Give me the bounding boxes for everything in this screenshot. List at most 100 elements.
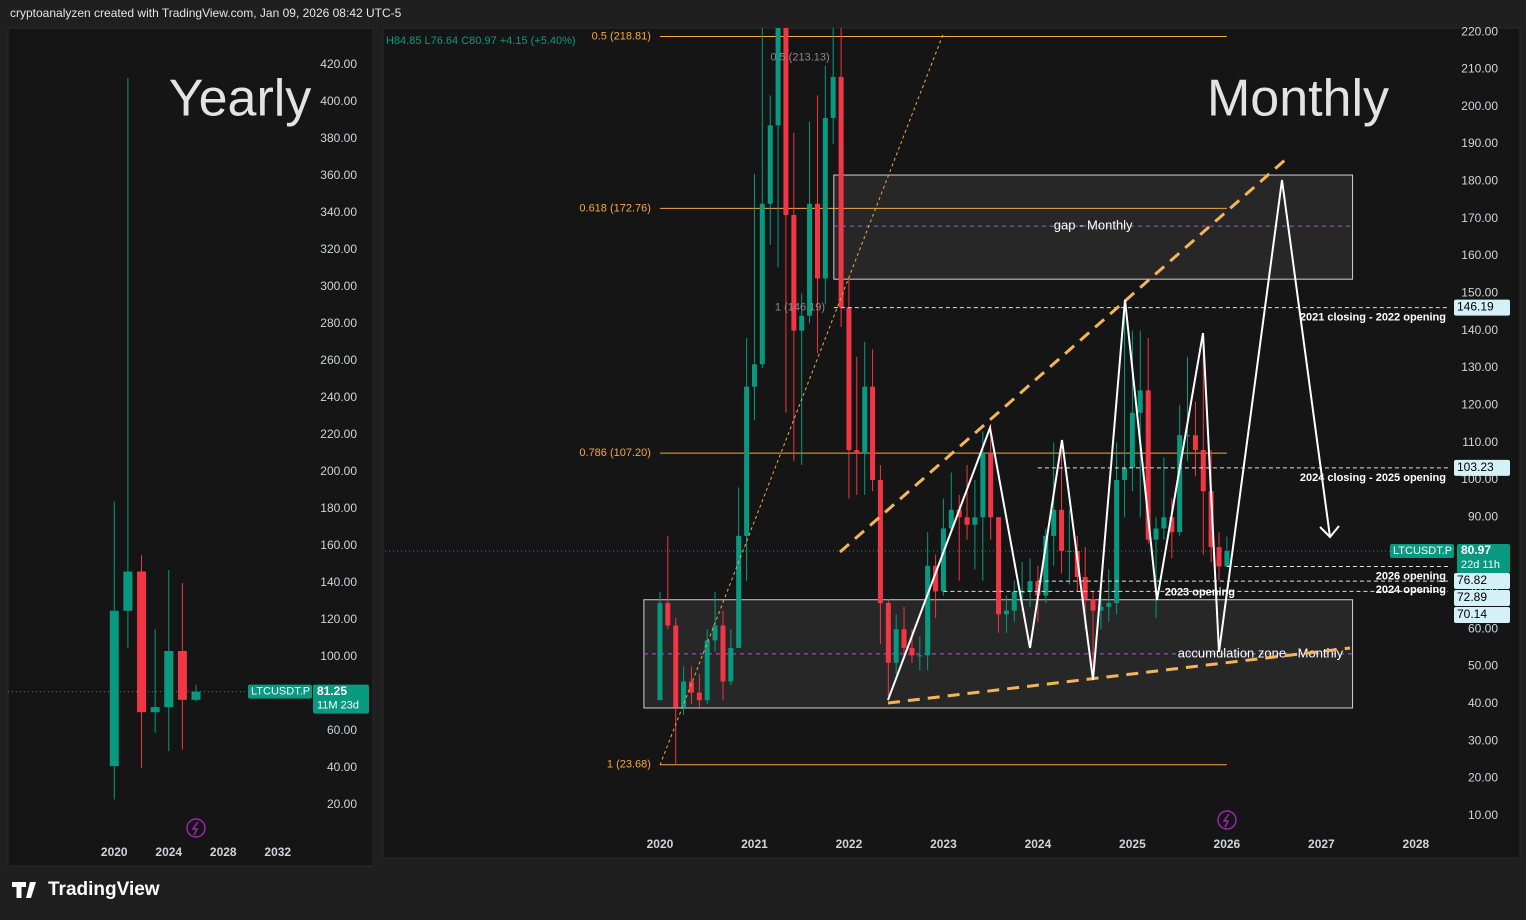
candle-body (696, 692, 702, 701)
candle-body (1161, 517, 1167, 529)
y-tick-label: 340.00 (320, 205, 357, 219)
candle-body (783, 28, 789, 215)
candle-body (877, 479, 883, 604)
candle-body (712, 625, 718, 641)
x-tick-label: 2024 (1025, 837, 1052, 851)
candle-body (901, 629, 907, 648)
candle-body (814, 203, 820, 279)
header: cryptoanalyzen created with TradingView.… (10, 6, 402, 20)
symbol-tag (248, 684, 312, 699)
zone-label: gap - Monthly (1054, 218, 1133, 233)
candle-body (744, 386, 750, 536)
ohlc-legend: H84.85 L76.64 C80.97 +4.15 (+5.40%) (386, 35, 576, 47)
y-tick-label: 20.00 (327, 797, 357, 811)
y-tick-label: 110.00 (1462, 435, 1498, 449)
event-icon (1217, 810, 1237, 830)
candle-body (996, 517, 1002, 615)
level-tag-value: 146.19 (1457, 300, 1494, 314)
candle-body (1019, 591, 1025, 593)
candle-body (1200, 450, 1206, 492)
level-tag-value: 103.23 (1457, 460, 1494, 474)
candle-body (822, 117, 828, 279)
candle-body (830, 76, 836, 118)
fib-label: 0.786 (107.20) (579, 447, 651, 459)
candle-body (1090, 599, 1096, 611)
y-tick-label: 180.00 (1461, 174, 1498, 188)
y-tick-label: 300.00 (320, 279, 357, 293)
symbol-tag-label: LTCUSDT.P (1393, 545, 1452, 557)
event-icon (186, 818, 206, 838)
candle-body (1129, 412, 1135, 468)
candle-body (1098, 606, 1104, 611)
price-tag-value: 81.25 (317, 684, 347, 698)
level-tag-value: 76.82 (1457, 573, 1487, 587)
y-tick-label: 160.00 (320, 538, 357, 552)
candle-body (846, 307, 852, 451)
x-tick-label: 2020 (101, 845, 128, 859)
candle-body (1216, 547, 1222, 567)
projection-path (887, 179, 1331, 701)
candle-body (972, 517, 978, 525)
candle-body (1082, 576, 1088, 600)
candle-body (775, 28, 781, 126)
candle-body (1208, 491, 1214, 548)
candle-body (1122, 467, 1128, 480)
x-tick-label: 2032 (264, 845, 291, 859)
candle-body (988, 453, 994, 518)
panel-background (382, 27, 1521, 859)
candle-body (137, 571, 147, 713)
charts: Yearly20.0040.0060.0080.00100.00120.0014… (7, 24, 1521, 867)
candle-body (1043, 535, 1049, 596)
candle-body (1051, 509, 1057, 536)
y-tick-label: 160.00 (1461, 248, 1498, 262)
countdown: 11M 23d (317, 700, 359, 712)
x-tick-label: 2027 (1308, 837, 1335, 851)
y-tick-label: 210.00 (1461, 62, 1498, 76)
x-tick-label: 2026 (1214, 837, 1241, 851)
chart-panel: Yearly20.0040.0060.0080.00100.00120.0014… (7, 27, 374, 867)
y-tick-label: 20.00 (1468, 771, 1498, 785)
y-tick-label: 100.00 (320, 649, 357, 663)
level-tag (1454, 572, 1510, 589)
candle-body (948, 509, 954, 529)
chart-title: Monthly (1207, 70, 1389, 128)
candle-body (150, 707, 160, 713)
y-tick-label: 60.00 (327, 723, 357, 737)
footer-brand: TradingView (48, 879, 160, 900)
candle-body (665, 603, 671, 626)
projection-arrow (1319, 525, 1340, 539)
y-tick-label: 280.00 (320, 316, 357, 330)
fib-trend-line (659, 31, 945, 766)
y-tick-label: 150.00 (1461, 286, 1498, 300)
candle-body (980, 453, 986, 518)
fib-label: 0.618 (172.76) (579, 202, 651, 214)
y-tick-label: 360.00 (320, 168, 357, 182)
candle-body (1224, 550, 1230, 567)
y-tick-label: 200.00 (320, 464, 357, 478)
candle-body (909, 647, 915, 656)
chart-panel: Monthly 10.00 20.00 30.00 40.00 50.00 60.0070.… (382, 24, 1521, 859)
level-tag-value: 72.89 (1457, 590, 1487, 604)
y-tick-label: 190.00 (1461, 136, 1498, 150)
candle-body (681, 681, 687, 708)
level-label: 2024 opening (1376, 584, 1446, 596)
y-tick-label: 120.00 (320, 612, 357, 626)
y-tick-label: 30.00 (1468, 733, 1498, 747)
y-tick-label: 130.00 (1461, 360, 1498, 374)
level-tag (1454, 606, 1510, 623)
y-tick-label: 50.00 (1468, 659, 1498, 673)
candle-body (1059, 509, 1065, 551)
symbol-tag-label: LTCUSDT.P (251, 686, 310, 698)
level-tag (1454, 589, 1510, 606)
y-tick-label: 40.00 (1468, 696, 1498, 710)
y-tick-label: 220.00 (320, 427, 357, 441)
candle-body (799, 315, 805, 331)
fib-label: 0.5 (218.81) (592, 30, 651, 42)
candle-body (940, 528, 946, 592)
y-tick-label: 120.00 (1461, 397, 1498, 411)
level-label: 2024 closing - 2025 opening (1300, 472, 1446, 484)
countdown: 22d 11h (1461, 559, 1500, 571)
y-tick-label: 240.00 (320, 390, 357, 404)
y-tick-label: 260.00 (320, 353, 357, 367)
x-tick-label: 2025 (1119, 837, 1146, 851)
